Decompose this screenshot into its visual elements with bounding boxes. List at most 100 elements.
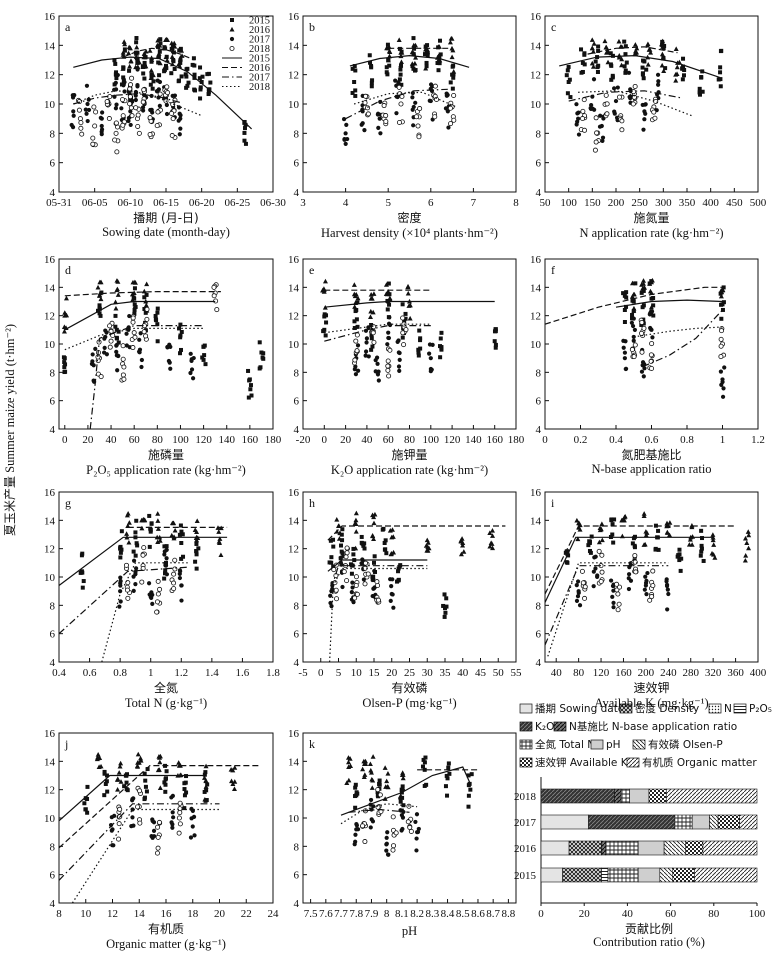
data-point-2015: [624, 60, 629, 65]
data-point-2016: [161, 65, 167, 71]
data-point-2016: [144, 281, 150, 287]
x-tick-label: 8.7: [486, 908, 500, 920]
data-point-2016: [148, 75, 154, 80]
x-axis-title-cn: 施磷量: [147, 448, 184, 462]
data-point-2015: [184, 74, 189, 79]
y-tick-label: 6: [536, 396, 542, 408]
data-point-2017: [413, 819, 418, 825]
bar-segment: [637, 867, 661, 883]
y-tick-label: 12: [288, 785, 299, 797]
data-point-2015: [589, 534, 594, 539]
data-point-2018: [135, 123, 141, 129]
data-point-2017: [427, 351, 432, 356]
data-point-2015: [416, 350, 421, 355]
x-axis-title-en: Total N (g·kg⁻¹): [124, 696, 208, 710]
data-point-2018: [652, 115, 658, 121]
bar-segment: [601, 867, 609, 883]
y-tick-label: 16: [44, 254, 56, 266]
data-point-2017: [398, 796, 403, 801]
data-point-2017: [414, 836, 419, 841]
data-point-2015: [257, 366, 262, 371]
data-point-2017: [135, 83, 140, 88]
data-point-2018: [141, 545, 147, 551]
data-point-2016: [231, 786, 237, 791]
data-point-2016: [459, 536, 465, 541]
data-point-2017: [170, 825, 175, 830]
data-point-2016: [461, 549, 467, 554]
data-point-2015: [377, 778, 382, 783]
data-point-2017: [611, 605, 616, 610]
data-point-2015: [248, 387, 253, 392]
data-point-2015: [699, 528, 704, 533]
panel-letter: a: [65, 20, 71, 34]
data-point-2017: [647, 312, 652, 317]
data-point-2015: [564, 560, 569, 565]
data-point-2017: [591, 569, 596, 574]
data-point-2018: [390, 814, 396, 820]
data-point-2018: [120, 122, 126, 128]
data-point-2017: [135, 67, 140, 72]
data-point-2018: [113, 120, 119, 126]
x-tick-label: 50: [493, 667, 505, 679]
y-tick-label: 4: [294, 657, 300, 669]
data-point-2015: [444, 773, 449, 778]
data-point-2015: [372, 560, 376, 565]
data-point-2015: [700, 536, 705, 541]
data-point-2017: [373, 369, 378, 374]
bar-segment: [648, 788, 667, 804]
data-point-2015: [102, 793, 107, 798]
data-point-2015: [466, 804, 471, 809]
data-point-2017: [136, 349, 142, 354]
data-point-2015: [180, 532, 185, 537]
data-point-2016: [407, 302, 413, 308]
data-point-2015: [441, 603, 446, 608]
x-tick-label: 500: [750, 197, 767, 209]
data-point-2017: [611, 86, 617, 91]
data-point-2015: [142, 295, 147, 300]
data-point-2017: [146, 581, 152, 586]
y-tick-label: 8: [536, 367, 542, 379]
data-point-2018: [615, 607, 621, 613]
y-tick-label: 12: [44, 544, 55, 556]
data-point-2015: [132, 307, 137, 312]
x-tick-label: 160: [486, 434, 503, 446]
x-tick-label: 40: [622, 908, 634, 920]
data-point-2017: [114, 343, 119, 348]
x-tick-label: 320: [705, 667, 722, 679]
data-point-2015: [85, 810, 90, 815]
data-point-2017: [626, 70, 632, 75]
x-axis-title-cn: 有机质: [147, 922, 184, 936]
data-point-2018: [333, 587, 339, 593]
data-point-2017: [718, 369, 724, 374]
data-point-2018: [353, 583, 359, 589]
data-point-2016: [115, 292, 121, 297]
data-point-2016: [345, 755, 351, 760]
data-point-2015: [149, 72, 154, 77]
data-point-2018: [104, 99, 110, 105]
data-point-2017: [589, 103, 594, 108]
data-point-2017: [613, 98, 619, 104]
data-point-2018: [647, 597, 653, 603]
data-point-2015: [369, 63, 374, 68]
legend-label: 密度 Density: [635, 702, 699, 715]
fit-line-2015: [73, 56, 253, 130]
x-tick-label: 200: [638, 667, 655, 679]
x-tick-label: 0: [62, 434, 68, 446]
data-point-2018: [448, 100, 454, 106]
data-point-2016: [621, 517, 627, 523]
data-point-2016: [363, 758, 369, 764]
x-tick-label: 280: [682, 667, 699, 679]
data-point-2015: [368, 60, 373, 65]
data-point-2015: [451, 72, 456, 77]
data-point-2015: [171, 59, 176, 64]
data-point-2015: [113, 313, 118, 318]
data-point-2018: [617, 584, 623, 590]
data-point-2016: [355, 295, 361, 301]
data-point-2016: [120, 52, 126, 57]
data-point-2015: [622, 320, 627, 325]
data-point-2015: [410, 64, 415, 69]
data-point-2015: [719, 302, 724, 307]
data-point-2015: [63, 362, 68, 367]
data-point-2015: [113, 324, 118, 329]
